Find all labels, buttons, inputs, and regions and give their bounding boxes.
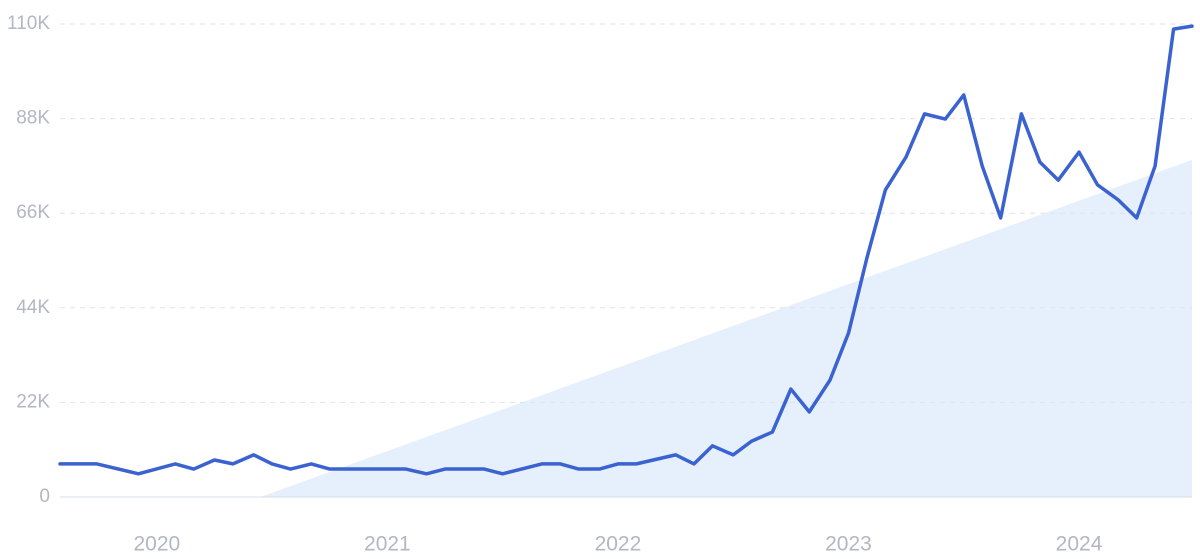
y-tick-label: 0 [39, 486, 50, 507]
x-tick-label: 2020 [133, 533, 180, 556]
trend-area [260, 159, 1193, 497]
y-tick-label: 110K [7, 13, 50, 34]
x-tick-label: 2022 [595, 533, 642, 556]
x-tick-label: 2023 [825, 533, 872, 556]
y-tick-label: 22K [16, 391, 50, 412]
x-tick-label: 2024 [1056, 533, 1103, 556]
y-tick-label: 44K [16, 297, 50, 318]
y-tick-label: 66K [16, 202, 50, 223]
y-tick-label: 88K [16, 108, 50, 129]
line [58, 24, 1194, 476]
x-tick-label: 2021 [364, 533, 411, 556]
